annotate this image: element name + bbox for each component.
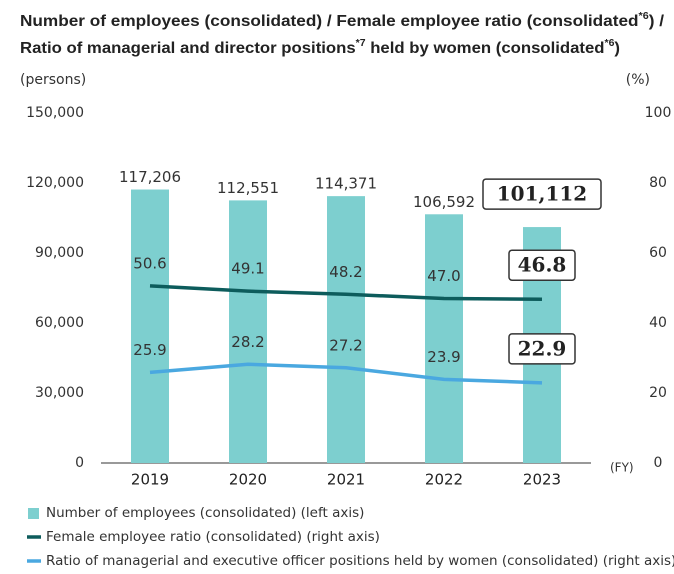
chart-title: Number of employees (consolidated) / Fem… [20,11,665,30]
title-text: ) / [649,13,665,30]
highlight-box [508,333,576,365]
highlight-box [508,249,576,281]
title-superscript: *7 [356,38,366,49]
title-superscript: *6 [639,11,650,22]
data-label: 48.2 [329,263,362,281]
data-label: 101,112 [497,182,587,206]
title-text: Ratio of managerial and director positio… [20,40,356,57]
line [149,362,543,385]
data-label: 28.2 [231,333,264,351]
legend-label: Ratio of managerial and executive office… [46,553,674,569]
y-tick-label: 90,000 [35,245,84,261]
y-tick-label: 60,000 [35,315,84,331]
bar [327,196,365,463]
data-label: 23.9 [427,348,460,366]
title-text: held by women (consolidated [366,40,605,57]
title-superscript: *6 [605,38,615,49]
data-label: 47.0 [427,267,460,285]
y-tick-label: 150,000 [26,105,84,121]
y-axis-label: (persons) [20,72,86,88]
data-label: 114,371 [315,175,377,193]
x-tick-label: 2020 [229,471,267,489]
y-tick-label: 120,000 [26,175,84,191]
x-tick-label: 2022 [425,471,463,489]
legend-swatch [28,508,39,519]
x-axis-label: (FY) [610,461,634,475]
y-tick-label: 0 [75,455,84,471]
y2-tick-label: 20 [649,385,667,401]
data-label: 106,592 [413,193,475,211]
title-text: Number of employees (consolidated) / Fem… [20,13,639,30]
data-label: 46.8 [518,253,567,277]
line [149,284,543,301]
y2-tick-label: 0 [654,455,663,471]
y2-tick-label: 40 [649,315,667,331]
y2-axis-label: (%) [626,72,650,88]
y2-tick-label: 100 [645,105,672,121]
title-text: ) [614,40,620,57]
bar [425,214,463,463]
x-tick-label: 2023 [523,471,561,489]
x-tick-label: 2019 [131,471,169,489]
legend-label: Female employee ratio (consolidated) (ri… [46,529,380,545]
data-label: 50.6 [133,254,166,272]
bar [131,189,169,463]
data-label: 112,551 [217,179,279,197]
bar [229,200,267,464]
y2-tick-label: 60 [649,245,667,261]
data-label: 22.9 [518,336,567,360]
highlight-box [482,178,602,210]
data-label: 27.2 [329,336,362,354]
data-label: 49.1 [231,260,264,278]
y2-tick-label: 80 [649,175,667,191]
legend-label: Number of employees (consolidated) (left… [46,505,364,521]
data-label: 117,206 [119,168,181,186]
chart-title: Ratio of managerial and director positio… [20,38,620,57]
x-tick-label: 2021 [327,471,365,489]
data-label: 25.9 [133,341,166,359]
y-tick-label: 30,000 [35,385,84,401]
